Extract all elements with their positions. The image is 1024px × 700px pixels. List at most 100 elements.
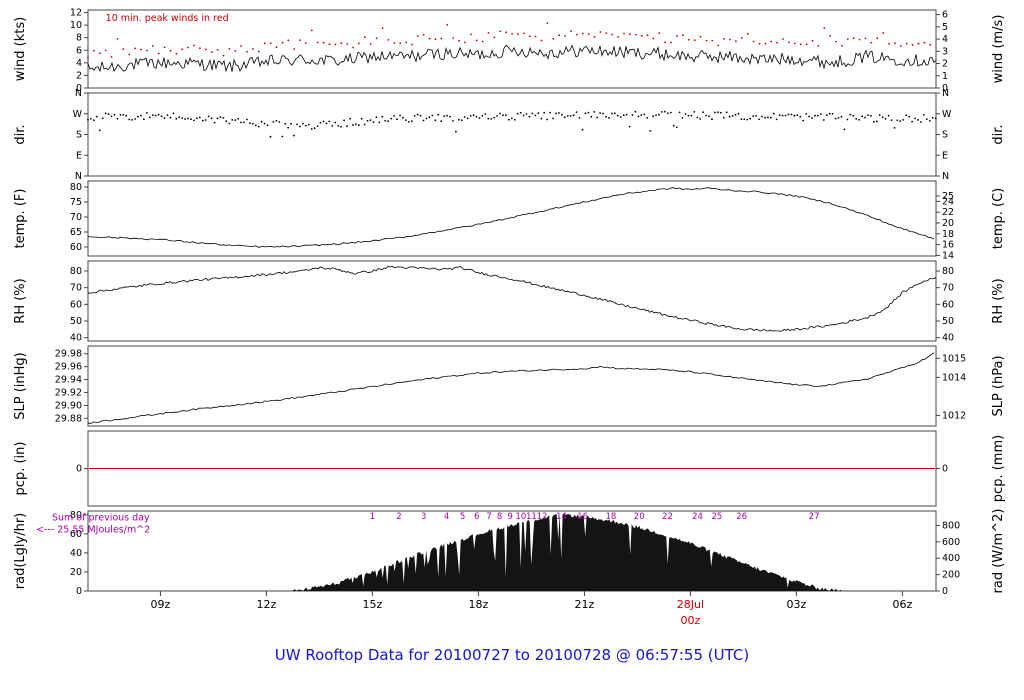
ytick-left-label: 40 — [70, 548, 82, 559]
svg-text:2: 2 — [396, 512, 401, 522]
series-peak-wind — [87, 22, 932, 59]
ytick-left-label: 0 — [76, 83, 82, 94]
svg-text:25: 25 — [712, 512, 723, 522]
xtick-label: 09z — [151, 598, 171, 611]
svg-text:14: 14 — [556, 512, 567, 522]
svg-text:5: 5 — [460, 512, 465, 522]
ytick-left-label: 29.96 — [55, 362, 82, 373]
series-sea-level-pressure — [87, 352, 935, 424]
ytick-left-label: 2 — [76, 70, 82, 81]
ytick-right-label: 1014 — [942, 372, 966, 383]
panel-annotation: <--- 25.55 MJoules/m^2 — [36, 525, 150, 536]
panel-frame — [87, 180, 937, 257]
svg-text:3: 3 — [421, 512, 426, 522]
ytick-left-label: 70 — [70, 212, 82, 223]
chart-title: UW Rooftop Data for 20100727 to 20100728… — [274, 646, 750, 664]
ylabel-left: pcp. (in) — [13, 442, 28, 496]
ytick-left-label: 0 — [76, 464, 82, 475]
panel-frame — [87, 345, 937, 427]
ytick-right-label: 6 — [942, 10, 948, 21]
ytick-left-label: 80 — [70, 510, 82, 521]
ytick-right-label: 0 — [942, 586, 948, 597]
svg-text:8: 8 — [497, 512, 502, 522]
ytick-left-label: 10 — [70, 20, 82, 31]
series-solar-radiation — [291, 513, 843, 591]
ytick-right-label: 18 — [942, 229, 954, 240]
panel-annotation: Sum of previous day — [52, 513, 150, 524]
xtick-date-label: 28Jul — [677, 598, 704, 611]
ytick-left-label: 29.92 — [55, 387, 82, 398]
svg-text:27: 27 — [809, 512, 820, 522]
ytick-right-label: 16 — [942, 240, 954, 251]
ytick-right-label: 40 — [942, 333, 954, 344]
ytick-left-label: 12 — [70, 8, 82, 19]
ytick-left-label: E — [76, 150, 82, 161]
ytick-left-label: 65 — [70, 227, 82, 238]
ytick-right-label: N — [942, 171, 949, 182]
ytick-right-label: 800 — [942, 520, 960, 531]
series-temperature — [87, 187, 935, 248]
ytick-left-label: 4 — [76, 58, 82, 69]
svg-text:10: 10 — [515, 512, 526, 522]
ytick-left-label: N — [75, 171, 82, 182]
ytick-right-label: 24 — [942, 196, 954, 207]
ylabel-right: dir. — [991, 124, 1006, 144]
xtick-label: 21z — [575, 598, 595, 611]
ytick-right-label: 20 — [942, 218, 954, 229]
ytick-right-label: W — [942, 109, 952, 120]
ytick-left-label: 60 — [70, 529, 82, 540]
ytick-right-label: 600 — [942, 537, 960, 548]
ytick-right-label: 80 — [942, 266, 954, 277]
ylabel-right: SLP (hPa) — [991, 355, 1006, 416]
ylabel-right: wind (m/s) — [991, 15, 1006, 84]
ytick-right-label: 4 — [942, 34, 948, 45]
panel-rh: 40 50 60 70 80 40 50 60 70 80 RH (%) RH (%) — [13, 260, 1006, 344]
ytick-left-label: 40 — [70, 333, 82, 344]
ytick-right-label: 0 — [942, 83, 948, 94]
ylabel-left: rad(Lgly/hr) — [13, 513, 28, 589]
ytick-left-label: 29.88 — [55, 413, 82, 424]
ylabel-left: SLP (inHg) — [13, 352, 28, 420]
svg-text:20: 20 — [634, 512, 645, 522]
ytick-right-label: 70 — [942, 283, 954, 294]
svg-text:6: 6 — [474, 512, 479, 522]
ytick-left-label: 29.98 — [55, 349, 82, 360]
panel-pcp: 0 0 pcp. (in) pcp. (mm) — [13, 430, 1006, 507]
ytick-right-label: 200 — [942, 570, 960, 581]
xtick-label: 03z — [787, 598, 807, 611]
ylabel-right: RH (%) — [991, 278, 1006, 323]
series-wind-speed — [87, 44, 937, 73]
ytick-left-label: 70 — [70, 283, 82, 294]
ytick-left-label: W — [73, 109, 83, 120]
ylabel-left: RH (%) — [13, 278, 28, 323]
ytick-right-label: 5 — [942, 22, 948, 33]
ylabel-right: pcp. (mm) — [991, 435, 1006, 502]
panel-frame — [87, 260, 937, 342]
ytick-right-label: 14 — [942, 250, 954, 261]
ytick-left-label: 60 — [70, 299, 82, 310]
ytick-right-label: 1015 — [942, 353, 966, 364]
ytick-right-label: 50 — [942, 316, 954, 327]
day-sum-marks: 1 2 3 4 5 6 7 8 9 10 11 12 14 16 18 20 22 24 25 26 27 — [370, 512, 820, 522]
panel-frame — [87, 92, 937, 177]
ytick-left-label: 80 — [70, 266, 82, 277]
xtick-label: 00z — [681, 614, 701, 627]
panel-annotation: 10 min. peak winds in red — [106, 13, 229, 24]
xtick-label: 15z — [363, 598, 383, 611]
svg-text:4: 4 — [444, 512, 449, 522]
ytick-right-label: 22 — [942, 207, 954, 218]
ytick-right-label: S — [942, 130, 948, 141]
ytick-left-label: 75 — [70, 197, 82, 208]
x-axis: 09z 12z 15z 18z 21z 28Jul 00z 03z 06z — [151, 591, 913, 627]
ytick-right-label: 3 — [942, 46, 948, 57]
ytick-left-label: 29.90 — [55, 400, 82, 411]
ytick-right-label: 2 — [942, 59, 948, 70]
ytick-left-label: 0 — [76, 586, 82, 597]
ylabel-right: temp. (C) — [991, 188, 1006, 250]
ytick-right-label: 1012 — [942, 410, 966, 421]
